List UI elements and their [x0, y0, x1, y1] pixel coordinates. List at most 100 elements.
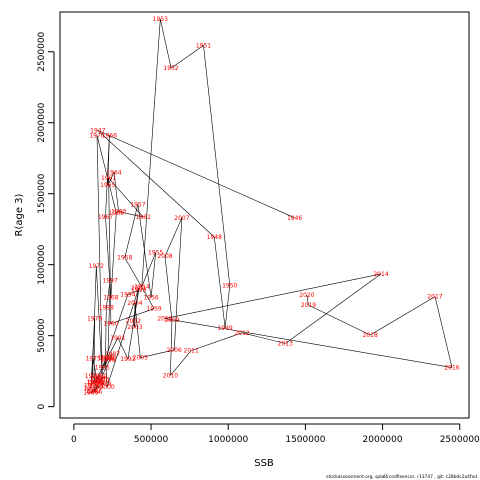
year-label-1999: 1999 — [98, 355, 113, 362]
year-label-2005: 2005 — [133, 355, 148, 362]
year-label-1981: 1981 — [89, 383, 104, 390]
trajectory-segment-2013-2014 — [285, 273, 382, 344]
year-label-2018: 2018 — [363, 332, 378, 339]
point-labels: 1946 1947 1948 1949 1950 1951 1952 1953 1954 1955… — [83, 16, 460, 396]
year-label-1996: 1996 — [100, 357, 115, 364]
year-label-2006: 2006 — [167, 347, 182, 354]
year-label-1949: 1949 — [217, 325, 232, 332]
trajectory-segment-2001-2002 — [133, 288, 139, 321]
trajectory-segment-1978-1979 — [93, 318, 95, 382]
trajectory-segment-1946-1947 — [97, 130, 295, 219]
year-label-1973: 1973 — [85, 373, 100, 380]
year-label-1987: 1987 — [105, 351, 120, 358]
trajectory-segment-1971-1972 — [96, 266, 103, 380]
y-tick-label-0: 0 — [37, 404, 47, 410]
year-label-1964: 1964 — [106, 169, 121, 176]
year-label-1948: 1948 — [207, 234, 222, 241]
x-tick-label-1: 500000 — [134, 435, 169, 445]
year-label-1982: 1982 — [86, 388, 101, 395]
plot-frame — [59, 11, 470, 419]
trajectory-lines — [90, 19, 453, 393]
year-label-1947: 1947 — [90, 128, 105, 135]
year-label-2012: 2012 — [234, 330, 249, 337]
trajectory-segment-1950-1951 — [203, 45, 231, 286]
trajectory-segment-1995-1996 — [102, 359, 109, 368]
x-axis-title: SSB — [254, 458, 274, 469]
trajectory-segment-2016-2017 — [434, 296, 453, 368]
x-tick-label-2: 1000000 — [208, 435, 248, 445]
trajectory-segment-1987-1988 — [108, 353, 113, 359]
year-label-1959: 1959 — [146, 306, 161, 313]
year-label-1975: 1975 — [86, 355, 101, 362]
trajectory-segment-1960-1961 — [108, 178, 112, 324]
trajectory-segment-1954-1955 — [141, 252, 156, 287]
year-label-1956: 1956 — [143, 294, 158, 301]
year-label-1992: 1992 — [120, 356, 135, 363]
year-label-1980: 1980 — [94, 377, 109, 384]
trajectory-segment-1961-1962 — [108, 177, 144, 218]
year-label-1994: 1994 — [120, 292, 135, 299]
year-label-1957: 1957 — [130, 201, 145, 208]
year-label-1954: 1954 — [134, 284, 149, 291]
y-tick-label-5: 2500000 — [37, 31, 47, 71]
trajectory-segment-1959-1960 — [110, 308, 155, 324]
trajectory-segment-1982-1983 — [92, 378, 99, 392]
year-label-1969: 1969 — [109, 210, 124, 217]
trajectory-segment-1985-1986 — [90, 391, 95, 393]
trajectory-segment-1991-1992 — [117, 337, 129, 360]
trajectory-segment-1962-1963 — [118, 211, 144, 218]
trajectory-segment-2004-2005 — [134, 302, 141, 358]
year-label-1976: 1976 — [84, 382, 99, 389]
trajectory-segment-1998-1999 — [105, 307, 107, 358]
trajectory-segment-2014-2015 — [164, 273, 382, 319]
year-label-1990: 1990 — [87, 380, 102, 387]
trajectory-segment-1986-1987 — [94, 353, 113, 392]
year-label-2011: 2011 — [184, 348, 199, 355]
year-label-2002: 2002 — [126, 318, 141, 325]
year-label-1970: 1970 — [89, 133, 104, 140]
y-tick-label-3: 1500000 — [37, 173, 47, 213]
year-label-1955: 1955 — [148, 250, 163, 257]
x-tick-label-5: 2500000 — [440, 435, 480, 445]
trajectory-segment-1968-1969 — [110, 212, 117, 298]
year-label-2014: 2014 — [373, 271, 388, 278]
trajectory-segment-1994-1995 — [102, 294, 129, 368]
y-tick-label-2: 1000000 — [37, 244, 47, 284]
trajectory-segment-1969-1970 — [96, 135, 117, 213]
year-label-1971: 1971 — [95, 377, 110, 384]
trajectory-segment-1957-1958 — [124, 204, 139, 258]
trajectory-segment-2010-2011 — [170, 350, 192, 376]
year-label-1997: 1997 — [103, 277, 118, 284]
year-label-1985: 1985 — [83, 389, 98, 396]
year-label-2019: 2019 — [301, 302, 316, 309]
y-axis-title: R(age 3) — [14, 193, 25, 236]
year-label-1950: 1950 — [222, 282, 237, 289]
year-label-1966: 1966 — [102, 133, 117, 140]
trajectory-segment-2005-2006 — [140, 349, 175, 358]
year-label-1998: 1998 — [99, 304, 114, 311]
trajectory-segment-1970-1971 — [96, 135, 103, 380]
year-label-2010: 2010 — [163, 372, 178, 379]
trajectory-segment-1975-1976 — [91, 358, 94, 386]
y-tick-label-1: 500000 — [37, 318, 47, 353]
trajectory-segment-2011-2012 — [191, 332, 243, 351]
year-label-1958: 1958 — [117, 255, 132, 262]
trajectory-segment-1963-1964 — [113, 172, 119, 212]
year-label-2016: 2016 — [444, 365, 459, 372]
year-label-1962: 1962 — [136, 214, 151, 221]
year-label-2004: 2004 — [127, 300, 142, 307]
year-label-1974: 1974 — [89, 380, 104, 387]
year-label-1983: 1983 — [90, 375, 105, 382]
trajectory-segment-1948-1949 — [214, 236, 226, 328]
year-label-1972: 1972 — [89, 263, 104, 270]
year-label-1953: 1953 — [153, 16, 168, 23]
x-tick-label-0: 0 — [71, 435, 77, 445]
x-tick-label-3: 1500000 — [285, 435, 325, 445]
trajectory-segment-1952-1953 — [160, 19, 172, 69]
footer-credit: stockassessment.org, spløBrcodfixencor, … — [326, 474, 477, 480]
trajectory-segment-2008-2009 — [164, 256, 173, 321]
year-label-2007: 2007 — [174, 215, 189, 222]
year-label-2003: 2003 — [127, 324, 142, 331]
year-label-1988: 1988 — [101, 355, 116, 362]
